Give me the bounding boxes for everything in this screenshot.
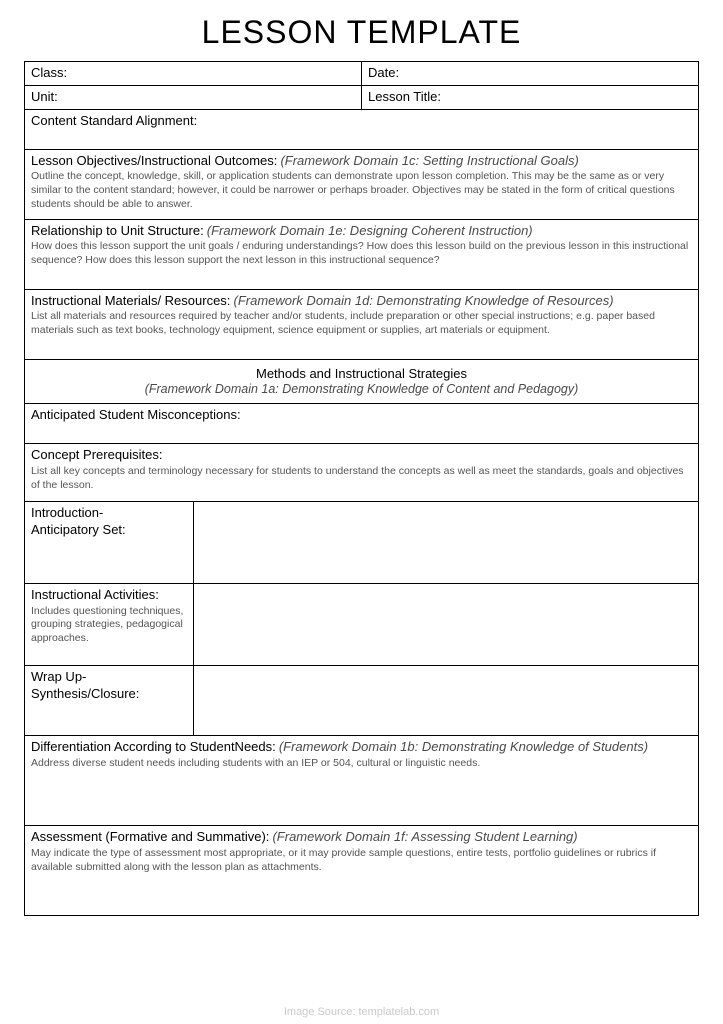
lesson-template-page: LESSON TEMPLATE Class: Date: Unit: Lesso… <box>0 0 723 924</box>
label-diff: Differentiation According to StudentNeed… <box>31 739 276 754</box>
label-wrap-1: Wrap Up- <box>31 669 187 685</box>
frame-relationship: (Framework Domain 1e: Designing Coherent… <box>207 223 533 238</box>
label-prereq: Concept Prerequisites: <box>31 447 163 462</box>
frame-assess: (Framework Domain 1f: Assessing Student … <box>272 829 577 844</box>
label-unit: Unit: <box>31 89 58 104</box>
field-relationship[interactable]: Relationship to Unit Structure: (Framewo… <box>25 219 699 289</box>
desc-activities: Includes questioning techniques, groupin… <box>31 605 187 646</box>
label-misconceptions: Anticipated Student Misconceptions: <box>31 407 241 422</box>
methods-head: Methods and Instructional Strategies <box>31 362 692 382</box>
field-wrap[interactable] <box>193 666 699 736</box>
label-intro-2: Anticipatory Set: <box>31 522 187 538</box>
field-lesson-title[interactable]: Lesson Title: <box>362 85 699 109</box>
label-activities: Instructional Activities: <box>31 587 187 603</box>
label-cell-activities: Instructional Activities: Includes quest… <box>25 584 194 666</box>
label-intro-1: Introduction- <box>31 505 187 521</box>
frame-materials: (Framework Domain 1d: Demonstrating Know… <box>233 293 613 308</box>
desc-objectives: Outline the concept, knowledge, skill, o… <box>31 170 692 211</box>
form-table: Class: Date: Unit: Lesson Title: Content… <box>24 61 699 916</box>
field-objectives[interactable]: Lesson Objectives/Instructional Outcomes… <box>25 149 699 219</box>
field-misconceptions[interactable]: Anticipated Student Misconceptions: <box>25 404 699 444</box>
page-title: LESSON TEMPLATE <box>24 14 699 51</box>
label-objectives: Lesson Objectives/Instructional Outcomes… <box>31 153 277 168</box>
label-lesson-title: Lesson Title: <box>368 89 441 104</box>
label-cell-wrap: Wrap Up- Synthesis/Closure: <box>25 666 194 736</box>
desc-diff: Address diverse student needs including … <box>31 757 692 771</box>
label-relationship: Relationship to Unit Structure: <box>31 223 204 238</box>
field-class[interactable]: Class: <box>25 62 362 86</box>
field-activities[interactable] <box>193 584 699 666</box>
field-materials[interactable]: Instructional Materials/ Resources: (Fra… <box>25 289 699 359</box>
section-methods-heading: Methods and Instructional Strategies (Fr… <box>25 359 699 404</box>
frame-objectives: (Framework Domain 1c: Setting Instructio… <box>280 153 578 168</box>
field-prerequisites[interactable]: Concept Prerequisites: List all key conc… <box>25 444 699 502</box>
desc-prereq: List all key concepts and terminology ne… <box>31 465 692 492</box>
label-assess: Assessment (Formative and Summative): <box>31 829 269 844</box>
label-content-standard: Content Standard Alignment: <box>31 113 197 128</box>
label-wrap-2: Synthesis/Closure: <box>31 686 187 702</box>
field-intro[interactable] <box>193 502 699 584</box>
label-cell-intro: Introduction- Anticipatory Set: <box>25 502 194 584</box>
desc-assess: May indicate the type of assessment most… <box>31 847 692 874</box>
image-source-footer: Image Source: templatelab.com <box>0 1006 723 1018</box>
methods-sub: (Framework Domain 1a: Demonstrating Know… <box>31 382 692 402</box>
desc-materials: List all materials and resources require… <box>31 310 692 337</box>
desc-relationship: How does this lesson support the unit go… <box>31 240 692 267</box>
frame-diff: (Framework Domain 1b: Demonstrating Know… <box>279 739 648 754</box>
field-unit[interactable]: Unit: <box>25 85 362 109</box>
label-materials: Instructional Materials/ Resources: <box>31 293 230 308</box>
label-date: Date: <box>368 65 399 80</box>
label-class: Class: <box>31 65 67 80</box>
field-date[interactable]: Date: <box>362 62 699 86</box>
field-differentiation[interactable]: Differentiation According to StudentNeed… <box>25 736 699 826</box>
field-assessment[interactable]: Assessment (Formative and Summative): (F… <box>25 826 699 916</box>
field-content-standard[interactable]: Content Standard Alignment: <box>25 109 699 149</box>
